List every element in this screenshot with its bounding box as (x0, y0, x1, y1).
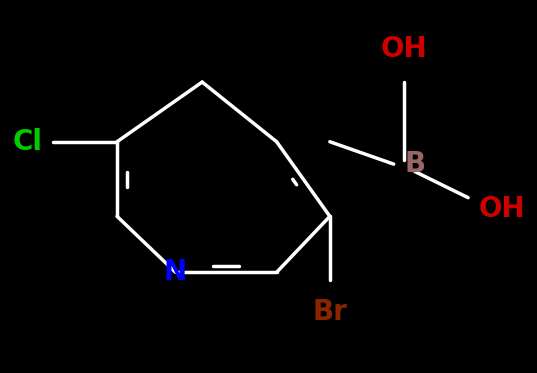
Text: OH: OH (479, 195, 525, 223)
Text: OH: OH (381, 35, 427, 63)
Text: N: N (164, 258, 187, 286)
Text: B: B (404, 150, 425, 178)
Text: Cl: Cl (12, 128, 42, 156)
Text: Br: Br (313, 298, 347, 326)
